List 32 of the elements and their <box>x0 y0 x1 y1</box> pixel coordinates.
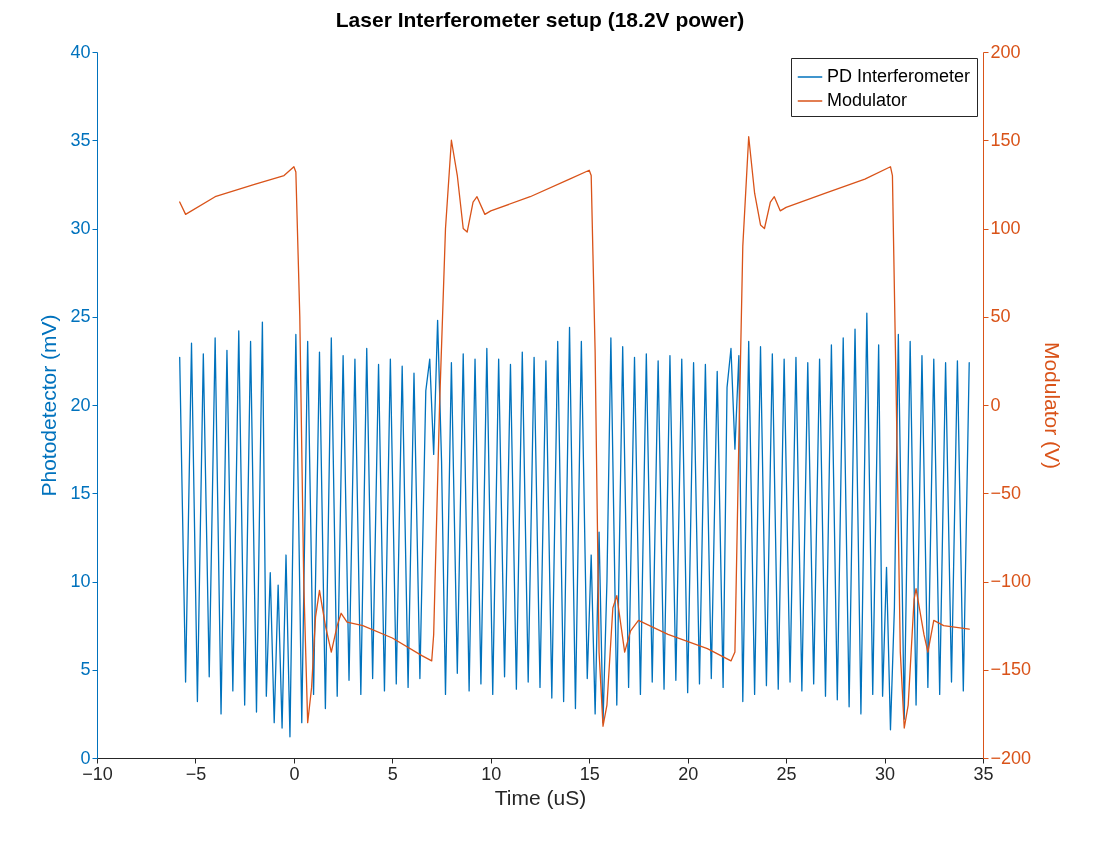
line-series <box>179 312 970 738</box>
y2-tick-label: 50 <box>990 306 1011 327</box>
line-series <box>179 136 970 729</box>
y-tick-label: 5 <box>80 659 91 680</box>
x-tick-label: 0 <box>289 763 300 784</box>
x-tick-label: −5 <box>185 763 207 784</box>
y-tick-label: 35 <box>70 129 91 150</box>
x-tick-label: 30 <box>875 763 896 784</box>
y-tick-label: 15 <box>70 482 91 503</box>
y-tick-label: 40 <box>70 41 91 62</box>
y2-axis-title: Modulator (V) <box>1041 341 1065 470</box>
y-tick-label: 10 <box>70 571 91 591</box>
y-tick-label: 30 <box>70 218 91 238</box>
x-tick-label: 5 <box>387 763 398 784</box>
y-axis-title: Photodetector (mV) <box>37 314 61 497</box>
y2-tick-label: 100 <box>990 218 1021 238</box>
x-tick-label: 15 <box>579 763 600 784</box>
y2-tick-label: 0 <box>990 394 1001 415</box>
y-tick-label: 20 <box>70 394 91 415</box>
x-tick-label: 20 <box>678 763 699 784</box>
y2-tick-label: 150 <box>990 129 1021 150</box>
y2-tick-label: −50 <box>990 482 1022 503</box>
y-tick-label: 25 <box>70 306 91 327</box>
x-axis-title: Time (uS) <box>494 785 587 809</box>
y2-tick-label: −150 <box>990 659 1032 680</box>
chart-title: Laser Interferometer setup (18.2V power) <box>335 8 745 31</box>
y2-tick-label: 200 <box>990 41 1021 62</box>
x-tick-label: 10 <box>481 763 502 784</box>
y2-tick-label: −100 <box>990 571 1032 591</box>
legend-label: Modulator <box>827 90 908 110</box>
x-tick-label: 25 <box>776 763 797 784</box>
legend-label: PD Interferometer <box>827 66 971 86</box>
